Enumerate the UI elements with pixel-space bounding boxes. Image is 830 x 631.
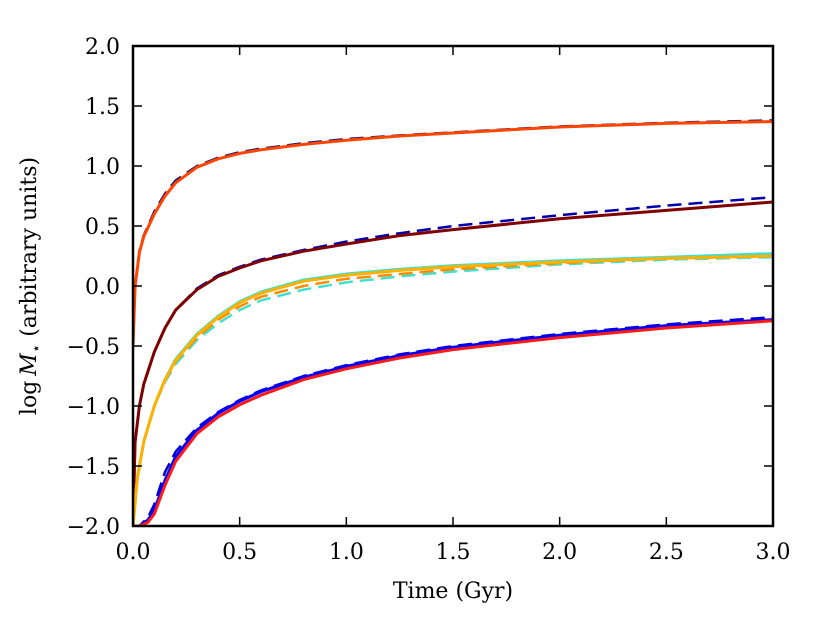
x-tick-label-6: 3.0	[756, 540, 791, 565]
series-line-top-solid	[133, 120, 773, 347]
ticks-layer: 0.0 0.5 1.0 1.5 2.0 2.5 3.0 −2.0 −1.5 −1.0 −0.5 0.0…	[67, 35, 791, 565]
x-tick-label-5: 2.5	[649, 540, 684, 565]
series-layer	[133, 119, 773, 526]
x-tick-label-2: 1.0	[329, 540, 364, 565]
x-tick-label-3: 1.5	[436, 540, 471, 565]
y-tick-label-7: 1.5	[85, 95, 120, 120]
series-line-third-solid-orange	[133, 254, 773, 526]
y-axis-label-symbol: M	[17, 353, 42, 377]
x-tick-label-0: 0.0	[116, 540, 151, 565]
series-line-bottom-solid-blue	[133, 318, 773, 526]
series-line-second-solid	[133, 200, 773, 526]
y-tick-label-6: 1.0	[85, 155, 120, 180]
y-tick-label-4: 0.0	[85, 275, 120, 300]
y-axis-label: log M⋆ (arbitrary units)	[17, 157, 45, 415]
y-tick-label-8: 2.0	[85, 35, 120, 60]
y-axis-label-suffix: (arbitrary units)	[17, 157, 42, 344]
y-tick-label-0: −2.0	[67, 515, 120, 540]
x-axis-label: Time (Gyr)	[393, 579, 513, 604]
series-line-bottom-solid-red	[133, 319, 773, 526]
y-axis-label-subscript: ⋆	[27, 344, 45, 353]
y-tick-label-3: −0.5	[67, 335, 120, 360]
y-axis-label-prefix: log	[17, 381, 42, 415]
x-tick-label-4: 2.0	[542, 540, 577, 565]
y-tick-label-2: −1.0	[67, 395, 120, 420]
y-tick-label-1: −1.5	[67, 455, 120, 480]
x-tick-label-1: 0.5	[222, 540, 257, 565]
y-tick-label-5: 0.5	[85, 215, 120, 240]
